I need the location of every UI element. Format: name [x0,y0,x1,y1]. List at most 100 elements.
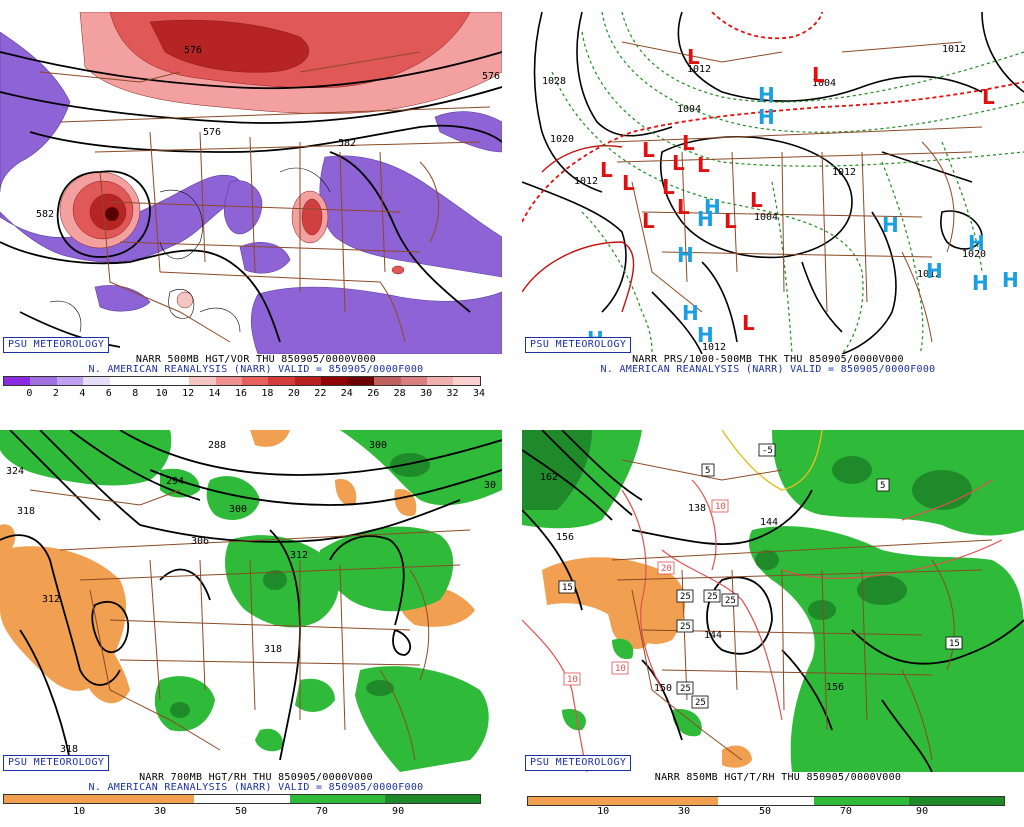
high-marker: H [926,259,943,283]
panel-500mb-hgt-vor: 582 576 582 576 576 PSU METEOROLOGY NARR… [0,0,512,409]
tick-label: 0 [26,388,33,399]
isobar-labels: 1028 1020 1012 1004 1012 1004 1012 1020 … [542,44,986,353]
contour-label: 576 [203,127,221,138]
high-marker: H [697,323,714,347]
tick-label: 6 [105,388,112,399]
contour-label: 138 [688,503,706,514]
low-marker: L [677,195,690,219]
colorbar-rh-700 [3,794,481,804]
tick-label: 10 [73,806,86,817]
temp-box: 15 [558,580,576,594]
contour-label: 300 [369,440,387,451]
low-marker: L [642,138,655,162]
low-marker: L [812,63,825,87]
isobars [522,12,1024,354]
psu-meteorology-badge: PSU METEOROLOGY [525,755,632,771]
contour-label: 318 [60,744,78,755]
temp-label: 25 [680,592,691,602]
temp-label: 15 [949,639,960,649]
panel-700mb-hgt-rh: 324 318 312 306 300 294 288 300 312 318 … [0,418,512,827]
contour-label: 288 [208,440,226,451]
height-contours-850 [522,430,1024,772]
temp-label: 25 [695,698,706,708]
tick-label: 2 [52,388,59,399]
tick-label: 24 [340,388,353,399]
temp-box: 10 [563,672,581,686]
low-marker: L [742,311,755,335]
rh-dry-areas [0,430,475,704]
tick-label: 10 [597,806,610,817]
low-marker: L [662,175,675,199]
rh-moist-dark [170,453,430,718]
panel-prs-thickness: 1028 1020 1012 1004 1012 1004 1012 1020 … [512,0,1024,409]
high-marker: H [968,231,985,255]
isobar-label: 1004 [812,78,836,89]
contour-label: 30 [484,480,496,491]
temp-label: 5 [705,466,710,476]
contour-label: 150 [654,683,672,694]
contour-label: 318 [17,506,35,517]
tick-label: 50 [234,806,248,817]
temp-label: 25 [680,622,691,632]
psu-meteorology-badge: PSU METEOROLOGY [3,755,110,771]
low-marker: L [724,209,737,233]
colorbar-swatch [427,377,454,385]
tick-label: 70 [839,806,852,817]
map-prs-svg: 1028 1020 1012 1004 1012 1004 1012 1020 … [522,12,1024,354]
colorbar-swatch [453,377,480,385]
panel-prs-subcaption: N. AMERICAN REANALYSIS (NARR) VALID = 85… [600,364,936,375]
colorbar-swatch [83,377,110,385]
temp-box: 25 [676,589,694,603]
tick-label: 16 [234,388,248,399]
tick-label: 14 [208,388,221,399]
tick-label: 34 [472,388,486,399]
contour-label: 306 [191,536,209,547]
temp-label: 25 [680,684,691,694]
low-marker: L [600,158,613,182]
high-marker: H [882,213,899,237]
high-marker: H [697,207,714,231]
contour-labels-850: 162 156 150 144 138 144 156 [540,472,844,694]
temp-box: 25 [691,695,709,709]
isobar-label: 1004 [677,104,701,115]
contour-label: 144 [704,630,722,641]
rh-moist-dark-850 [522,430,972,620]
colorbar-vorticity [3,376,481,386]
temp-label: 10 [567,675,578,685]
borders-700 [29,489,471,761]
thickness-red-solid [522,145,635,313]
temp-label: 10 [615,664,626,674]
temp-box: 25 [676,619,694,633]
low-marker: L [687,45,700,69]
colorbar-swatch [241,377,269,385]
contour-label: 300 [229,504,247,515]
tick-label: 10 [155,388,168,399]
isobar-label: 1012 [687,64,711,75]
tick-label: 32 [446,388,459,399]
colorbar-swatch [30,377,57,385]
high-marker: H [704,195,721,219]
tick-label: 18 [261,388,274,399]
low-marker: L [622,171,635,195]
colorbar-swatch [268,377,295,385]
thickness-red-lines [522,12,1024,223]
temp-label: 25 [725,596,736,606]
colorbar-swatch [4,377,31,385]
high-marker: H [758,105,775,129]
colorbar-rh-850-ticks: 10 30 50 70 90 [527,806,1003,818]
contour-label: 156 [826,682,844,693]
isobar-label: 1012 [702,342,726,353]
temp-box: 15 [945,636,963,650]
temp-label: 25 [707,592,718,602]
tick-label: 90 [392,806,405,817]
contour-label: 324 [6,466,24,477]
panel-700-caption: NARR 700MB HGT/RH THU 850905/0000V000 [139,772,373,783]
colorbar-swatch [189,377,216,385]
contour-label: 312 [42,594,60,605]
tick-label: 50 [758,806,772,817]
colorbar-swatch [109,377,137,385]
isobar-label: 1012 [832,167,856,178]
colorbar-swatch [374,377,401,385]
low-marker: L [982,85,995,109]
isobar-label: 1028 [542,76,566,87]
